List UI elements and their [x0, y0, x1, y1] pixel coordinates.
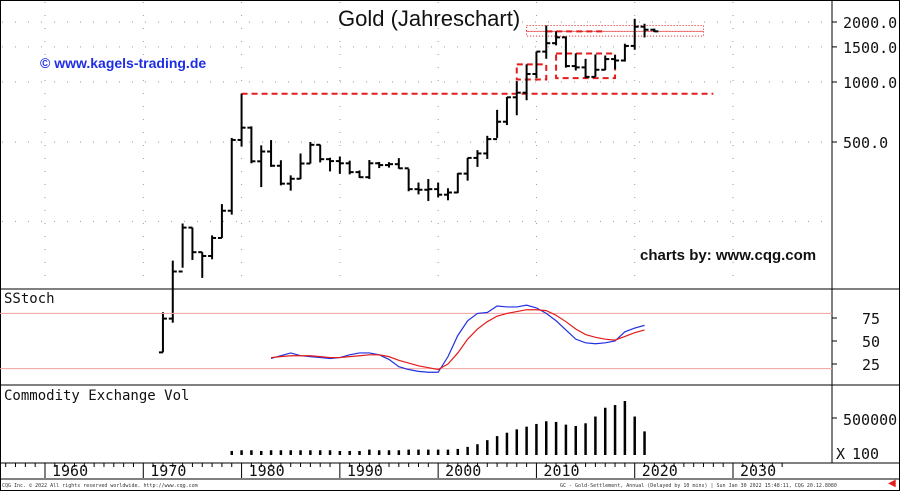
ohlc-bar [650, 28, 659, 33]
ohlc-bar [473, 150, 482, 167]
ohlc-bar [217, 204, 226, 239]
ohlc-bar [345, 160, 354, 175]
ohlc-bar [443, 188, 452, 201]
ohlc-bar [247, 126, 256, 164]
ohlc-bar [434, 182, 443, 198]
scroll-arrow-icon[interactable]: ◀ [888, 478, 896, 489]
ohlc-bar [483, 135, 492, 159]
year-tick-label: 1960 [52, 462, 88, 480]
ohlc-bar [355, 170, 364, 179]
grid [2, 2, 832, 287]
stoch-tick-label: 50 [862, 333, 880, 351]
ohlc-bar [158, 312, 167, 354]
stoch-k-line [270, 304, 645, 373]
ohlc-bar [542, 25, 551, 59]
consolidation-box [515, 63, 548, 81]
ohlc-bar [188, 226, 197, 260]
year-tick-label: 2010 [543, 462, 579, 480]
ohlc-bar [591, 54, 600, 78]
volume-multiplier: X [836, 445, 845, 463]
stoch-title: SStoch [4, 291, 55, 307]
price-tick-label: 500.0 [843, 134, 888, 152]
price-tick-label: 1000.0 [843, 74, 897, 92]
footer-right: GC - Gold-Settlement, Annual (Delayed by… [560, 483, 837, 489]
ohlc-bar [178, 223, 187, 273]
price-tick-label: 1500.0 [843, 39, 897, 57]
stoch-tick-label: 25 [862, 356, 880, 374]
ohlc-bar [463, 156, 472, 181]
ohlc-bar [424, 179, 433, 201]
stoch-tick-label: 75 [862, 310, 880, 328]
ohlc-bar [571, 53, 580, 71]
year-tick-label: 1970 [150, 462, 186, 480]
ohlc-bar [581, 58, 590, 79]
year-tick-label: 1980 [249, 462, 285, 480]
ohlc-bar [237, 93, 246, 147]
year-tick-label: 2020 [642, 462, 678, 480]
ohlc-bar [630, 18, 639, 50]
ohlc-bar [227, 137, 236, 215]
footer-left: CQG Inc. © 2022 All rights reserved worl… [2, 483, 198, 489]
ohlc-bar [375, 161, 384, 169]
ohlc-bar [198, 251, 207, 278]
ohlc-bar [385, 162, 393, 168]
ohlc-bar [502, 96, 511, 126]
chart-credit: charts by: www.cqg.com [640, 247, 817, 264]
ohlc-bar [296, 153, 305, 180]
ohlc-bar [453, 172, 462, 194]
volume-tick-label: 500000 [843, 411, 897, 429]
chart-title: Gold (Jahreschart) [338, 6, 521, 31]
year-tick-label: 1990 [347, 462, 383, 480]
ohlc-bar [522, 64, 531, 101]
ohlc-bar [286, 175, 295, 191]
ohlc-bar [306, 142, 315, 165]
resistance-zone [526, 25, 705, 32]
ohlc-bar [561, 36, 570, 68]
stoch-d-line [271, 309, 645, 371]
ohlc-bar [276, 160, 285, 186]
ohlc-bar [316, 143, 325, 163]
ohlc-bar [620, 43, 629, 62]
ohlc-bar [532, 50, 541, 79]
ohlc-bar [611, 55, 620, 70]
ohlc-bar [394, 158, 403, 170]
website-watermark: © www.kagels-trading.de [40, 55, 207, 71]
ohlc-bar [601, 55, 610, 71]
volume-tick-label: 100 [852, 445, 879, 463]
ohlc-bar [257, 145, 266, 188]
ohlc-bar [493, 109, 502, 141]
ohlc-bar [640, 23, 649, 38]
volume-bars [230, 401, 646, 455]
ohlc-bar [365, 160, 374, 180]
ohlc-bar [552, 31, 561, 46]
annotations [241, 25, 714, 95]
ohlc-bar [335, 156, 344, 174]
ohlc-bar [168, 260, 177, 323]
ohlc-bar [208, 235, 217, 260]
ohlc-bar [267, 140, 276, 167]
ohlc-bar [414, 182, 423, 195]
ohlc-bar [512, 81, 521, 116]
price-tick-label: 2000.0 [843, 14, 897, 32]
year-tick-label: 2000 [445, 462, 481, 480]
ohlc-bar [326, 157, 335, 172]
ohlc-bar [404, 167, 413, 192]
volume-title: Commodity Exchange Vol [4, 388, 189, 404]
year-tick-label: 2030 [740, 462, 776, 480]
ohlc-bars [158, 18, 659, 354]
resistance-zone [526, 30, 705, 37]
